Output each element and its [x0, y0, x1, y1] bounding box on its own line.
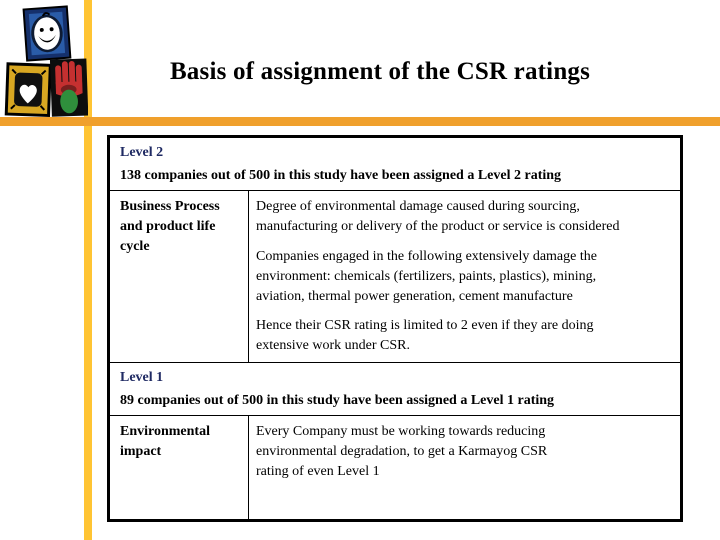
- csr-ratings-table: Level 2 138 companies out of 500 in this…: [107, 135, 683, 523]
- details-cell-environmental-impact: Every Company must be working towards re…: [249, 416, 680, 519]
- details-cell-business-process: Degree of environmental damage caused du…: [249, 191, 680, 362]
- business-process-row: Business Process and product life cycle …: [110, 191, 680, 364]
- environmental-impact-row: Environmental impact Every Company must …: [110, 416, 680, 520]
- header-divider-line: [0, 117, 720, 126]
- detail-paragraph: Hence their CSR rating is limited to 2 e…: [256, 318, 594, 354]
- hand-block-icon: [49, 58, 89, 117]
- care-blocks-logo-image: [2, 3, 89, 129]
- level-2-header-row: Level 2 138 companies out of 500 in this…: [110, 138, 680, 191]
- level-2-summary: 138 companies out of 500 in this study h…: [120, 167, 562, 183]
- level-1-label: Level 1: [120, 370, 164, 386]
- detail-paragraph: Companies engaged in the following exten…: [256, 248, 597, 304]
- level-2-label: Level 2: [120, 145, 164, 160]
- care-blocks-logo-svg: [4, 5, 89, 118]
- smiley-block-icon: [22, 5, 72, 62]
- level-1-header-row: Level 1 89 companies out of 500 in this …: [110, 363, 680, 417]
- left-accent-line: [84, 0, 92, 540]
- criterion-cell-business-process: Business Process and product life cycle: [110, 191, 249, 363]
- slide-title: Basis of assignment of the CSR ratings: [169, 58, 591, 85]
- detail-paragraph: Degree of environmental damage caused du…: [256, 199, 620, 234]
- criterion-cell-environmental-impact: Environmental impact: [110, 416, 249, 520]
- level-1-summary: 89 companies out of 500 in this study ha…: [120, 393, 555, 408]
- detail-paragraph: Every Company must be working towards re…: [256, 424, 548, 479]
- heart-block-icon: [4, 62, 52, 118]
